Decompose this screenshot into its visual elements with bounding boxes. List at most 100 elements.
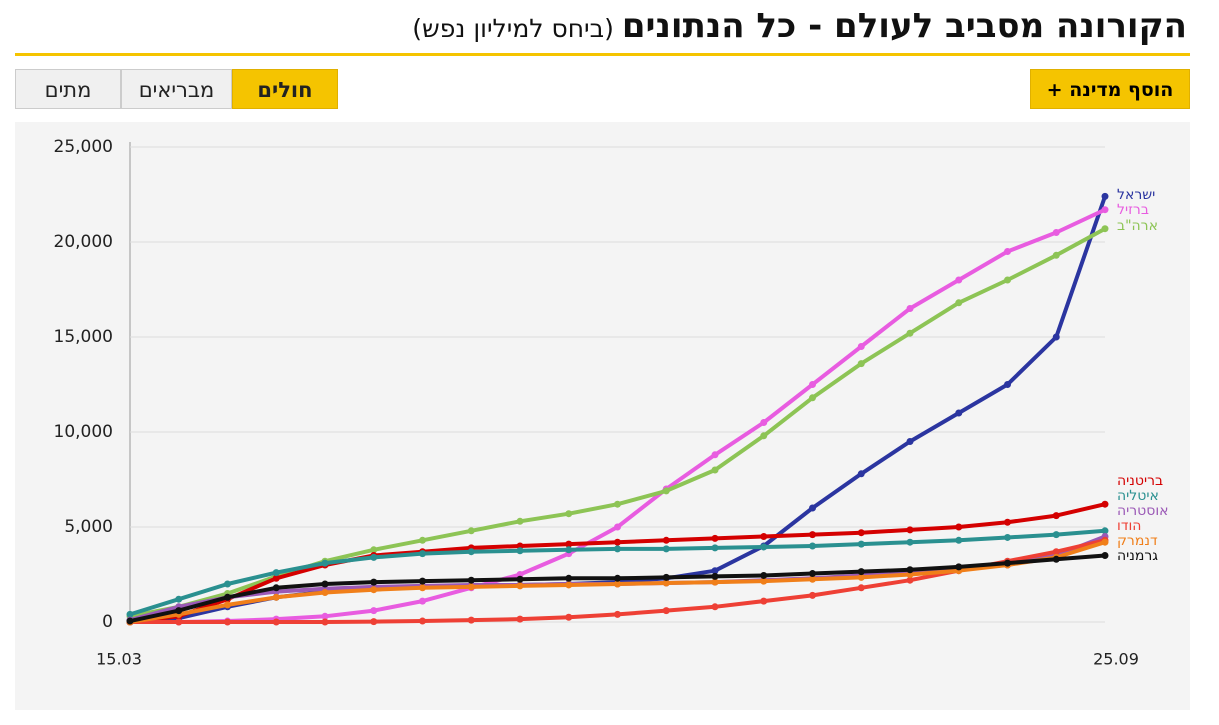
data-point	[467, 548, 475, 556]
data-point	[321, 618, 329, 626]
data-point	[760, 577, 768, 585]
data-point	[175, 618, 183, 626]
data-point	[809, 504, 816, 512]
data-point	[1004, 276, 1011, 284]
data-point	[614, 538, 621, 546]
data-point	[614, 500, 621, 508]
data-point	[321, 589, 329, 597]
data-point	[1004, 518, 1011, 526]
data-point	[224, 601, 231, 609]
data-point	[272, 574, 280, 582]
data-point	[906, 305, 914, 312]
data-point	[857, 360, 865, 368]
data-point	[321, 612, 329, 620]
data-point	[272, 593, 280, 601]
data-point	[662, 607, 670, 615]
data-point	[565, 546, 573, 554]
data-point	[516, 582, 524, 590]
y-tick-label: 15,000	[54, 327, 113, 347]
data-point	[614, 523, 621, 531]
data-point	[711, 451, 719, 459]
data-point	[1052, 555, 1060, 563]
series-label: אוסטריה	[1117, 503, 1169, 519]
data-point	[711, 603, 719, 611]
data-point	[711, 567, 719, 575]
data-point	[370, 546, 378, 554]
data-point	[419, 550, 426, 558]
data-point	[224, 580, 231, 588]
tab[interactable]: מבריאים	[121, 69, 232, 109]
data-point	[565, 581, 573, 589]
data-point	[955, 536, 963, 544]
data-point	[662, 579, 670, 587]
y-tick-label: 5,000	[64, 517, 113, 537]
data-point	[857, 573, 865, 581]
x-tick-label: 25.09	[1093, 650, 1139, 669]
data-point	[419, 617, 426, 625]
data-point	[1004, 248, 1011, 255]
data-point	[1101, 527, 1109, 535]
series-label: ישראל	[1117, 187, 1155, 203]
data-point	[711, 578, 719, 586]
data-point	[321, 580, 329, 588]
title-rule	[15, 53, 1190, 56]
data-point	[419, 536, 426, 544]
data-point	[1004, 559, 1011, 567]
data-point	[809, 542, 816, 550]
data-point	[857, 568, 865, 576]
data-point	[370, 586, 378, 594]
data-point	[662, 545, 670, 553]
data-point	[760, 419, 768, 426]
data-point	[614, 580, 621, 588]
data-point	[662, 487, 670, 495]
data-point	[1052, 512, 1060, 520]
data-point	[809, 575, 816, 583]
page-title: הקורונה מסביב לעולם - כל הנתונים(ביחס למ…	[412, 6, 1187, 50]
data-point	[1052, 229, 1060, 236]
data-point	[857, 584, 865, 592]
data-point	[711, 572, 719, 580]
data-point	[662, 536, 670, 544]
chart: 0 5,000 10,000 15,000 20,000 25,000 15.03 25.09…	[15, 122, 1190, 710]
add-country-button[interactable]: הוסף מדינה +	[1030, 69, 1190, 109]
data-point	[857, 540, 865, 548]
data-point	[1052, 333, 1060, 341]
data-point	[906, 438, 914, 445]
data-point	[906, 576, 914, 584]
tab[interactable]: חולים	[232, 69, 338, 109]
data-point	[419, 577, 426, 585]
data-point	[1052, 531, 1060, 539]
data-point	[467, 583, 475, 591]
data-point	[1101, 192, 1109, 200]
data-point	[419, 584, 426, 592]
data-point	[809, 381, 816, 388]
data-point	[1101, 552, 1109, 559]
data-point	[565, 613, 573, 621]
data-point	[662, 573, 670, 581]
data-point	[272, 584, 280, 592]
data-point	[1101, 538, 1109, 546]
data-point	[175, 595, 183, 603]
data-point	[955, 299, 963, 307]
data-point	[516, 517, 524, 525]
data-point	[370, 578, 378, 586]
data-point	[370, 553, 378, 561]
series-label: ברזיל	[1117, 202, 1149, 218]
data-point	[370, 618, 378, 626]
tab[interactable]: מתים	[15, 69, 121, 109]
data-point	[809, 591, 816, 599]
data-point	[516, 547, 524, 555]
data-point	[955, 523, 963, 531]
data-point	[126, 617, 134, 625]
data-point	[321, 559, 329, 567]
data-point	[760, 432, 768, 440]
data-point	[760, 571, 768, 579]
data-point	[1052, 548, 1060, 556]
data-point	[565, 574, 573, 582]
data-point	[467, 616, 475, 624]
data-point	[906, 538, 914, 546]
data-point	[224, 593, 231, 601]
series-label: בריטניה	[1117, 473, 1163, 489]
data-point	[711, 534, 719, 542]
data-point	[760, 533, 768, 540]
